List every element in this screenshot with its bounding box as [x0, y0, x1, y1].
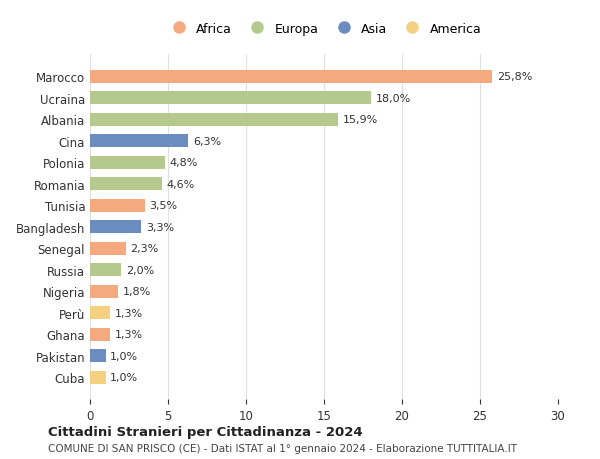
Bar [90, 263, 121, 276]
Text: 25,8%: 25,8% [497, 72, 533, 82]
Text: 3,3%: 3,3% [146, 222, 174, 232]
Text: 4,6%: 4,6% [166, 179, 194, 189]
Bar [90, 113, 338, 127]
Bar [90, 307, 110, 319]
Bar [90, 285, 118, 298]
Text: 15,9%: 15,9% [343, 115, 378, 125]
Bar [90, 199, 145, 212]
Bar [90, 328, 110, 341]
Bar [90, 178, 162, 191]
Bar [90, 242, 126, 255]
Text: 1,3%: 1,3% [115, 330, 143, 339]
Text: 2,3%: 2,3% [131, 244, 159, 254]
Bar [90, 349, 106, 362]
Bar [90, 157, 165, 169]
Text: 1,0%: 1,0% [110, 372, 139, 382]
Text: 6,3%: 6,3% [193, 136, 221, 146]
Text: 1,0%: 1,0% [110, 351, 139, 361]
Legend: Africa, Europa, Asia, America: Africa, Europa, Asia, America [160, 17, 488, 42]
Text: 1,3%: 1,3% [115, 308, 143, 318]
Text: 2,0%: 2,0% [126, 265, 154, 275]
Bar [90, 221, 142, 234]
Bar [90, 371, 106, 384]
Text: COMUNE DI SAN PRISCO (CE) - Dati ISTAT al 1° gennaio 2024 - Elaborazione TUTTITA: COMUNE DI SAN PRISCO (CE) - Dati ISTAT a… [48, 443, 517, 453]
Text: 3,5%: 3,5% [149, 201, 178, 211]
Text: 18,0%: 18,0% [376, 94, 411, 104]
Bar [90, 92, 371, 105]
Text: 4,8%: 4,8% [170, 158, 198, 168]
Text: Cittadini Stranieri per Cittadinanza - 2024: Cittadini Stranieri per Cittadinanza - 2… [48, 425, 362, 438]
Bar [90, 135, 188, 148]
Bar [90, 71, 493, 84]
Text: 1,8%: 1,8% [123, 286, 151, 297]
